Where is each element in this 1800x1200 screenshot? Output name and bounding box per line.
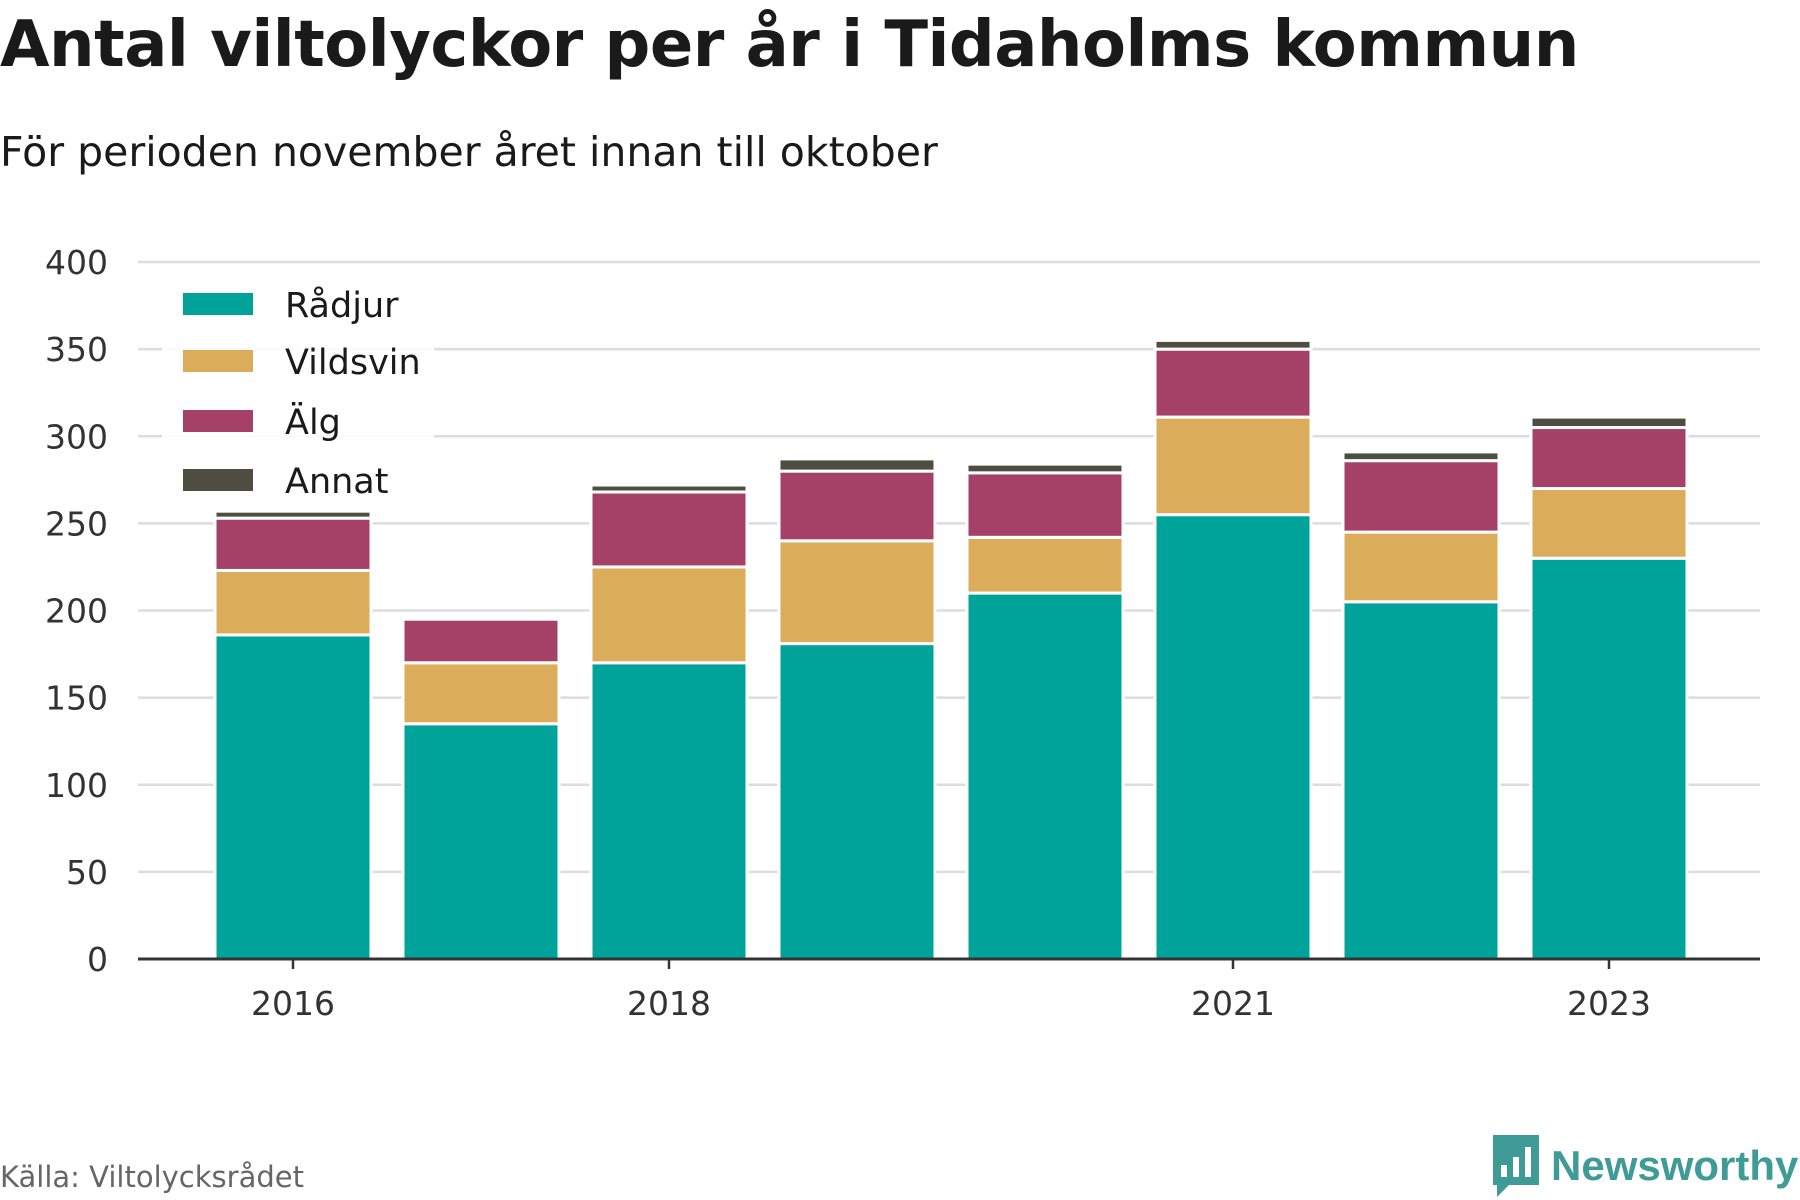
legend-label: Vildsvin bbox=[285, 343, 421, 383]
legend-swatch-rådjur bbox=[183, 293, 253, 315]
bar-segment-vildsvin-2017 bbox=[401, 661, 561, 726]
x-tick-label: 2018 bbox=[627, 984, 711, 1023]
bar-segment-vildsvin-2018 bbox=[589, 565, 749, 665]
newsworthy-logo-icon bbox=[1493, 1135, 1539, 1197]
y-tick-label: 0 bbox=[87, 940, 108, 979]
bar-segment-vildsvin-2016 bbox=[213, 568, 373, 637]
bar-segment-vildsvin-2021 bbox=[1153, 415, 1313, 517]
bar-segment-älg-2018 bbox=[589, 490, 749, 569]
x-tick-label: 2023 bbox=[1567, 984, 1651, 1023]
x-tick-label: 2016 bbox=[251, 984, 335, 1023]
bar-segment-älg-2019 bbox=[777, 469, 937, 543]
bar-segment-annat-2022 bbox=[1341, 450, 1501, 463]
bar-segment-älg-2017 bbox=[401, 617, 561, 665]
y-tick-label: 200 bbox=[45, 592, 108, 631]
bar-segment-rådjur-2018 bbox=[589, 661, 749, 961]
bar-segment-annat-2021 bbox=[1153, 338, 1313, 351]
bar-segment-älg-2021 bbox=[1153, 347, 1313, 419]
bar-segment-vildsvin-2022 bbox=[1341, 530, 1501, 604]
bar-segment-älg-2020 bbox=[965, 471, 1125, 539]
y-tick-label: 50 bbox=[66, 853, 108, 892]
bar-segment-annat-2016 bbox=[213, 509, 373, 520]
bar-segment-rådjur-2016 bbox=[213, 633, 373, 961]
bar-segment-älg-2016 bbox=[213, 516, 373, 572]
bar-segment-älg-2022 bbox=[1341, 459, 1501, 534]
source-note: Källa: Viltolycksrådet bbox=[0, 1160, 304, 1194]
bar-segment-rådjur-2019 bbox=[777, 642, 937, 961]
brand-name: Newsworthy bbox=[1551, 1142, 1799, 1189]
bar-segment-vildsvin-2023 bbox=[1529, 487, 1689, 560]
bar-segment-annat-2018 bbox=[589, 483, 749, 494]
chart-title: Antal viltolyckor per år i Tidaholms kom… bbox=[0, 8, 1579, 82]
bar-segment-annat-2020 bbox=[965, 462, 1125, 475]
legend-swatch-vildsvin bbox=[183, 350, 253, 372]
y-tick-label: 100 bbox=[45, 766, 108, 805]
bar-segment-annat-2019 bbox=[777, 457, 937, 473]
bar-segment-rådjur-2020 bbox=[965, 591, 1125, 961]
bar-segment-rådjur-2022 bbox=[1341, 600, 1501, 961]
bar-segment-vildsvin-2020 bbox=[965, 535, 1125, 595]
newsworthy-logo: Newsworthy bbox=[1493, 1135, 1798, 1197]
y-tick-label: 150 bbox=[45, 679, 108, 718]
x-tick-label: 2021 bbox=[1191, 984, 1275, 1023]
legend-label: Annat bbox=[285, 462, 388, 502]
bar-segment-annat-2023 bbox=[1529, 415, 1689, 430]
bar-segment-rådjur-2023 bbox=[1529, 556, 1689, 961]
bar-segment-rådjur-2021 bbox=[1153, 513, 1313, 961]
legend-swatch-älg bbox=[183, 410, 253, 432]
legend-swatch-annat bbox=[183, 469, 253, 491]
bar-segment-älg-2023 bbox=[1529, 426, 1689, 491]
y-tick-label: 300 bbox=[45, 417, 108, 456]
chart-subtitle: För perioden november året innan till ok… bbox=[0, 128, 938, 176]
y-tick-label: 350 bbox=[45, 330, 108, 369]
legend-label: Älg bbox=[285, 401, 341, 443]
y-tick-label: 400 bbox=[45, 243, 108, 282]
y-tick-label: 250 bbox=[45, 504, 108, 543]
bar-segment-rådjur-2017 bbox=[401, 722, 561, 961]
bar-segment-vildsvin-2019 bbox=[777, 539, 937, 646]
legend-label: Rådjur bbox=[285, 285, 399, 326]
